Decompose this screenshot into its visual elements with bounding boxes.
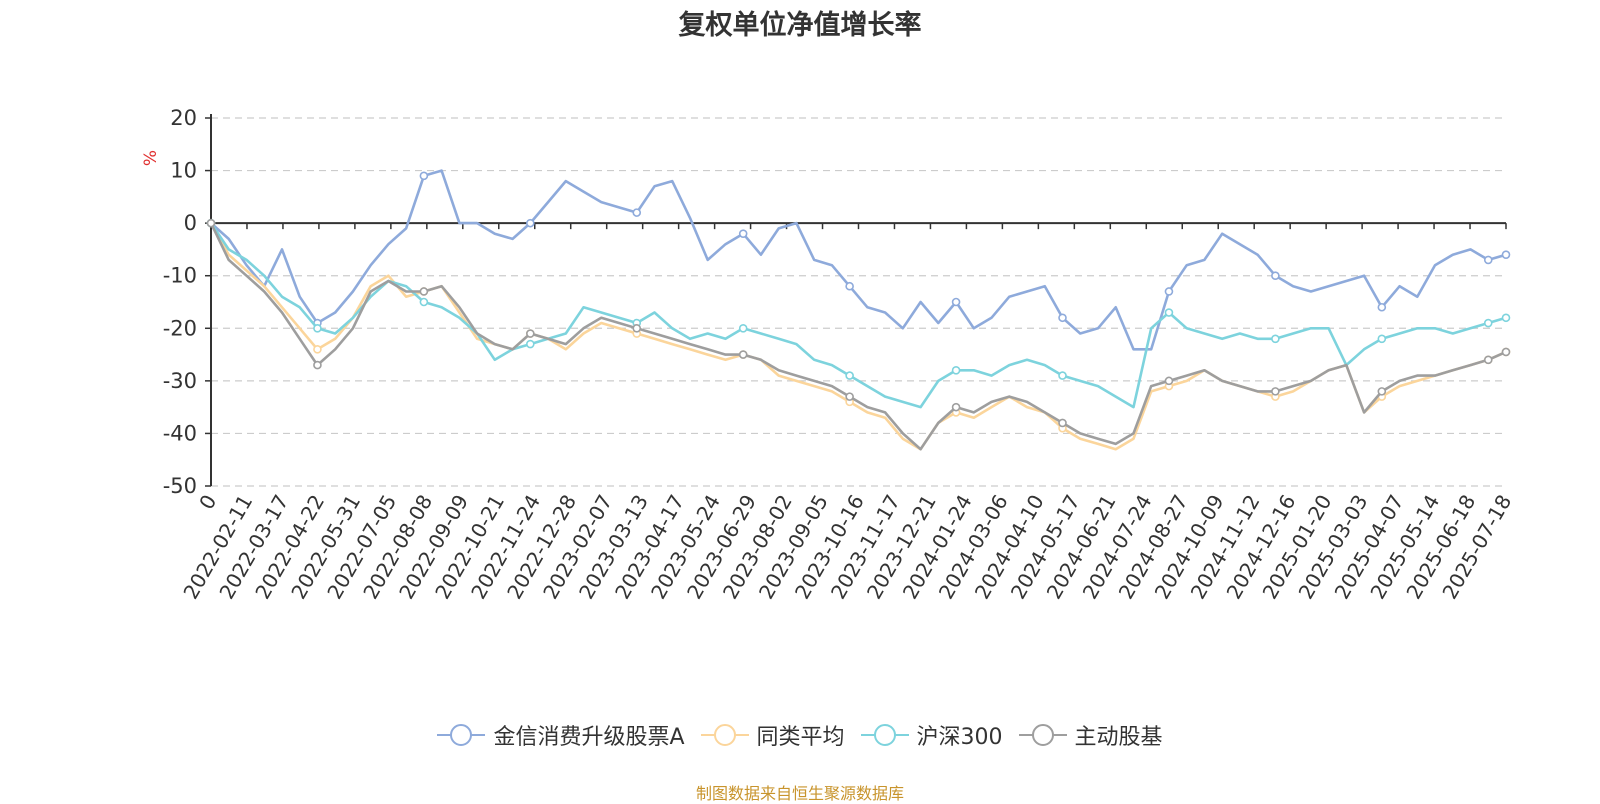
series-line — [210, 169, 1507, 351]
data-point — [419, 297, 429, 307]
axis-labels: 20100-10-20-30-40-50%02022-02-112022-03-… — [141, 106, 1516, 603]
data-point — [1501, 313, 1511, 323]
y-tick-label: -10 — [163, 264, 197, 288]
data-point — [1377, 387, 1387, 396]
data-point — [1501, 347, 1511, 357]
data-point — [845, 281, 854, 291]
grid-lines — [211, 117, 1506, 487]
data-point — [1164, 287, 1174, 296]
legend-item[interactable]: 主动股基 — [1018, 719, 1163, 751]
data-point — [1483, 355, 1493, 365]
legend-label: 同类平均 — [756, 725, 845, 750]
legend-label: 沪深300 — [916, 725, 1003, 750]
data-point — [1377, 334, 1387, 344]
data-point — [1271, 271, 1280, 281]
legend: 金信消费升级股票A 同类平均 沪深300 主动股基 — [0, 719, 1600, 751]
data-point — [1271, 334, 1280, 344]
data-point — [1164, 376, 1174, 386]
data-point — [526, 339, 535, 349]
data-point — [313, 360, 322, 370]
y-tick-label: -40 — [163, 421, 197, 445]
legend-marker-icon — [700, 724, 749, 746]
data-point — [845, 371, 854, 380]
data-point — [951, 366, 961, 375]
data-point — [632, 208, 642, 217]
data-point — [845, 392, 854, 401]
series-lines — [206, 169, 1511, 451]
y-tick-label: -50 — [163, 474, 197, 498]
data-point — [1058, 313, 1067, 323]
data-point — [1377, 302, 1387, 312]
y-tick-label: -30 — [163, 369, 197, 393]
series-line — [209, 222, 1507, 451]
data-point — [951, 402, 961, 412]
legend-item[interactable]: 同类平均 — [700, 719, 845, 751]
legend-label: 金信消费升级股票A — [493, 725, 685, 750]
data-point — [738, 323, 748, 333]
data-point — [313, 323, 322, 333]
data-point — [526, 218, 535, 228]
y-tick-label: 0 — [184, 211, 197, 235]
legend-marker-icon — [860, 724, 909, 746]
y-tick-label: 20 — [170, 106, 197, 130]
x-tick-label: 0 — [194, 491, 221, 514]
data-point — [1058, 371, 1067, 380]
legend-marker-icon — [1018, 724, 1067, 746]
legend-marker-icon — [437, 724, 486, 746]
line-chart: 20100-10-20-30-40-50%02022-02-112022-03-… — [141, 106, 1516, 603]
axes — [205, 114, 1507, 487]
data-point — [632, 323, 642, 333]
data-point — [206, 218, 216, 228]
source-note: 制图数据来自恒生聚源数据库 — [695, 784, 904, 803]
data-point — [951, 297, 961, 307]
data-point — [1164, 308, 1174, 317]
data-point — [1058, 418, 1067, 428]
data-point — [1271, 387, 1280, 396]
data-point — [419, 171, 429, 181]
data-point — [738, 229, 748, 238]
data-point — [1501, 250, 1511, 259]
data-point — [1483, 318, 1493, 328]
y-tick-label: 10 — [170, 159, 197, 183]
data-point — [1483, 255, 1493, 265]
chart-title: 复权单位净值增长率 — [678, 10, 922, 41]
y-axis-unit: % — [141, 150, 161, 166]
data-point — [738, 350, 748, 359]
data-point — [313, 345, 322, 354]
series-line — [209, 222, 1507, 451]
legend-label: 主动股基 — [1074, 725, 1163, 750]
data-point — [526, 329, 535, 338]
y-tick-label: -20 — [163, 316, 197, 340]
legend-item[interactable]: 沪深300 — [860, 719, 1003, 751]
legend-item[interactable]: 金信消费升级股票A — [437, 719, 685, 751]
data-point — [419, 287, 429, 296]
